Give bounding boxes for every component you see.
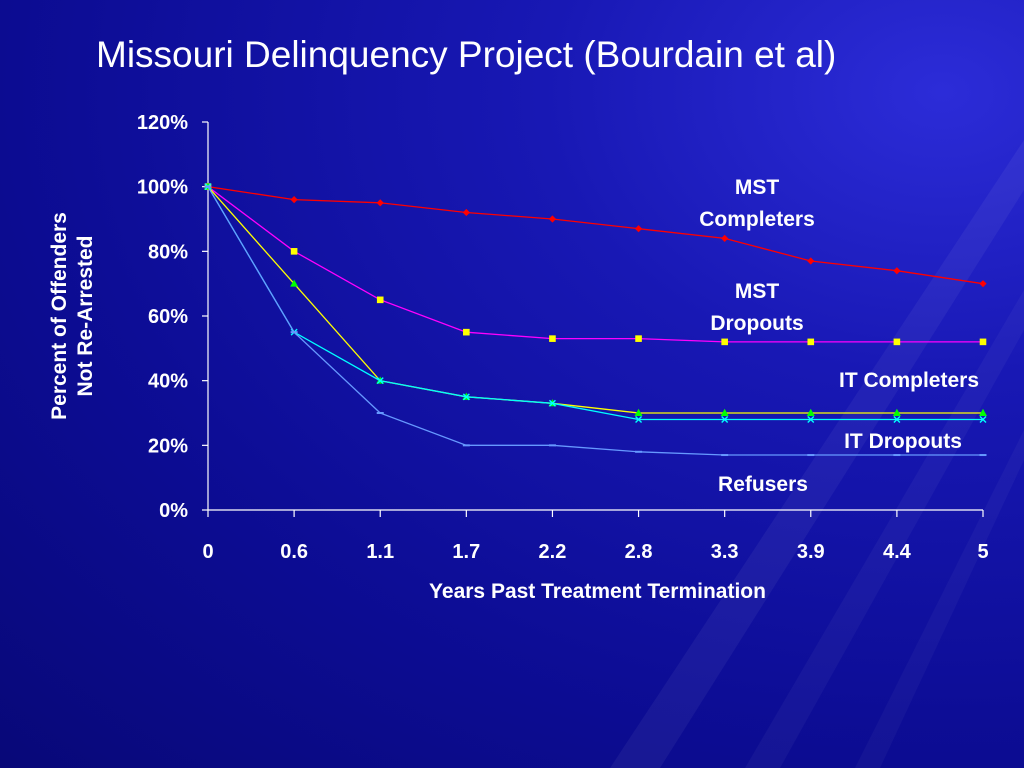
y-tick-label: 120% [137,112,188,134]
data-point-it-dropouts [548,399,556,407]
data-point-it-completers [720,408,729,416]
y-tick-label: 40% [148,371,188,393]
series-label-refusers: Refusers [718,473,808,496]
data-point-mst-completers [290,196,298,204]
chart-series [204,182,987,457]
data-point-it-dropouts [635,415,643,423]
y-tick-label: 60% [148,306,188,328]
data-point-it-dropouts [462,393,470,401]
x-tick-label: 0.6 [280,541,308,563]
background-light-streak [745,290,1024,768]
y-axis-title-line: Not Re-Arrested [74,235,97,396]
data-point-mst-completers [548,215,557,223]
series-label-it-dropouts: IT Dropouts [844,430,962,453]
y-tick-label: 0% [159,500,188,522]
data-point-it-dropouts [893,415,901,423]
data-point-it-completers [892,408,901,416]
y-axis-title-line: Percent of Offenders [48,212,71,420]
chart-labels: Years Past Treatment Termination Percent … [48,176,979,603]
y-tick-label: 20% [148,435,188,457]
x-tick-label: 2.2 [539,541,567,563]
y-tick-label: 80% [148,241,188,263]
data-point-it-dropouts [721,415,729,423]
series-line-mst-dropouts [207,186,983,343]
data-point-mst-dropouts [721,338,728,346]
series-refusers [204,185,987,457]
x-tick-label: 3.9 [797,541,825,563]
series-label-mst-completers: Completers [699,208,815,231]
series-it-dropouts [204,183,987,423]
x-tick-label: 2.8 [625,541,653,563]
data-point-mst-dropouts [463,328,470,336]
data-point-it-dropouts [979,415,987,423]
data-point-mst-dropouts [807,338,815,346]
x-tick-label: 3.3 [711,541,739,563]
data-point-it-completers [634,408,643,416]
data-point-it-dropouts [807,415,815,423]
series-mst-dropouts [204,183,987,346]
data-point-mst-completers [376,199,384,207]
data-point-mst-completers [807,257,815,265]
series-label-it-completers: IT Completers [839,369,979,392]
y-axis-title: Percent of Offenders Not Re-Arrested [48,212,97,420]
data-point-it-completers [806,408,815,416]
x-axis-title: Years Past Treatment Termination [429,580,766,603]
chart-axes: 0% 20% 40% 60% 80% 100% 120% 0 0.6 1.1 1.7 2.2 2.8 3.… [137,112,989,563]
series-mst-completers [204,183,987,288]
series-line-refusers [207,186,983,456]
series-label-mst-dropouts: MST [735,280,780,303]
series-label-mst-dropouts: Dropouts [710,312,803,335]
x-tick-label: 1.1 [366,541,394,563]
data-point-mst-dropouts [376,296,384,304]
data-point-it-completers [979,408,987,416]
data-point-mst-completers [893,267,901,275]
data-point-mst-completers [721,234,729,242]
y-tick-label: 100% [137,177,188,199]
x-tick-label: 1.7 [452,541,480,563]
data-point-mst-completers [634,225,643,233]
series-label-mst-completers: MST [735,176,780,199]
x-tick-label: 5 [977,541,988,563]
background-light-streak [610,140,1024,768]
data-point-mst-dropouts [290,248,298,255]
data-point-it-completers [290,279,299,287]
data-point-it-dropouts [376,377,384,385]
x-tick-label: 0 [202,541,213,563]
data-point-mst-dropouts [549,335,556,342]
data-point-mst-dropouts [893,338,901,346]
series-line-it-dropouts [207,186,983,421]
series-line-mst-completers [207,186,984,285]
data-point-mst-completers [979,280,987,288]
x-tick-label: 4.4 [883,541,912,563]
data-point-mst-completers [462,208,470,217]
data-point-mst-dropouts [635,335,642,342]
series-line-it-completers [207,186,983,414]
data-point-mst-dropouts [979,338,987,346]
slide-title: Missouri Delinquency Project (Bourdain e… [96,34,837,75]
